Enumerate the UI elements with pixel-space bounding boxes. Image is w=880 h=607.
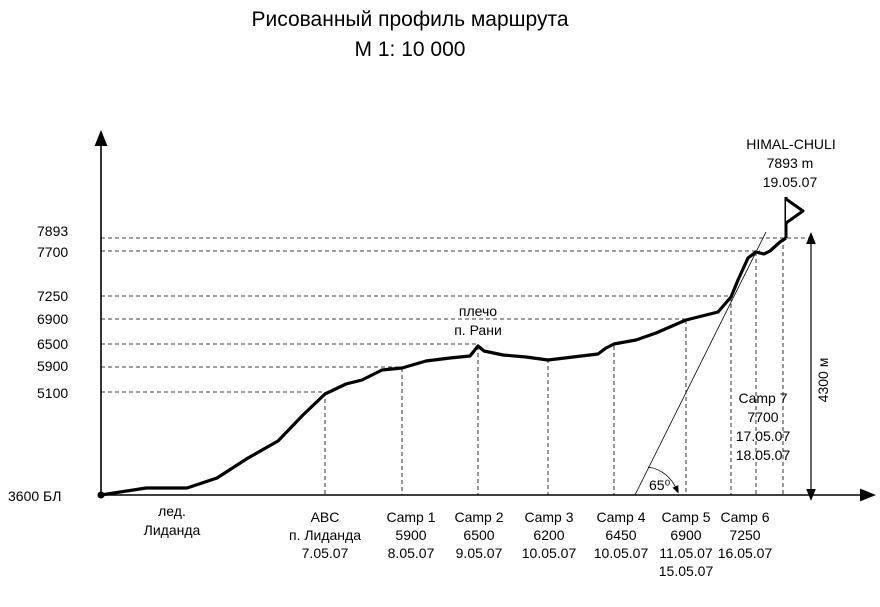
vertical-gain-label: 4300 м: [815, 358, 831, 403]
camp-3-line3: 10.05.07: [522, 545, 577, 561]
height-gridlines: [101, 237, 810, 393]
camp-1-line2: 5900: [395, 527, 426, 543]
camp-6-name: Camp 6: [720, 509, 769, 525]
camp-3-line2: 6200: [533, 527, 564, 543]
camp-3-name: Camp 3: [524, 509, 573, 525]
angle-arc: [647, 466, 679, 494]
camp7-date2: 18.05.07: [736, 447, 791, 463]
summit-label: HIMAL-CHULI 7893 m 19.05.07: [746, 136, 835, 190]
camp-label-4: Camp 4 6450 10.05.07: [594, 509, 649, 561]
y-tick-7893: 7893: [37, 223, 68, 239]
shoulder-label: плечо п. Рани: [454, 303, 502, 338]
y-tick-labels: 7893 7700 7250 6900 6500 5900 5100 3600 …: [8, 223, 68, 504]
diagram-scale: М 1: 10 000: [354, 38, 466, 61]
y-tick-7250: 7250: [37, 288, 68, 304]
camp-2-line3: 9.05.07: [456, 545, 503, 561]
summit-height: 7893 m: [767, 155, 814, 171]
camp7-height: 7700: [747, 409, 778, 425]
camp-gridlines: [324, 238, 784, 495]
glacier-line1: лед.: [158, 503, 186, 519]
camp7-date1: 17.05.07: [736, 428, 791, 444]
camp-5-name: Camp 5: [661, 509, 710, 525]
camp-5-line3: 11.05.07: [659, 545, 713, 561]
camp-label-3: Camp 3 6200 10.05.07: [522, 509, 577, 561]
camp-5-line4: 15.05.07: [659, 563, 714, 579]
camp7-label: Camp 7 7700 17.05.07 18.05.07: [736, 390, 791, 463]
route-profile-line: [100, 236, 787, 497]
camp-abc-line3: 7.05.07: [302, 545, 349, 561]
camp-labels: ABC п. Лиданда 7.05.07 Camp 1 5900 8.05.…: [289, 509, 772, 579]
camp-label-abc: ABC п. Лиданда 7.05.07: [289, 509, 361, 561]
y-axis-base-label: 3600 БЛ: [8, 488, 61, 504]
camp-abc-line2: п. Лиданда: [289, 527, 361, 543]
y-tick-6500: 6500: [37, 336, 68, 352]
y-tick-5100: 5100: [37, 385, 68, 401]
camp-2-name: Camp 2: [454, 509, 503, 525]
camp-4-line2: 6450: [605, 527, 636, 543]
flag-icon: [785, 197, 805, 225]
summit-name: HIMAL-CHULI: [746, 136, 835, 152]
y-tick-5900: 5900: [37, 358, 68, 374]
camp-label-2: Camp 2 6500 9.05.07: [454, 509, 503, 561]
summit-date: 19.05.07: [763, 174, 818, 190]
shoulder-line1: плечо: [459, 303, 497, 319]
y-tick-7700: 7700: [37, 244, 68, 260]
camp-4-line3: 10.05.07: [594, 545, 649, 561]
slope-line: [634, 231, 767, 496]
camp-4-name: Camp 4: [596, 509, 645, 525]
shoulder-line2: п. Рани: [454, 322, 502, 338]
camp-label-6: Camp 6 7250 16.05.07: [718, 509, 773, 561]
angle-label: 65⁰: [649, 477, 671, 493]
camp7-name: Camp 7: [738, 390, 787, 406]
camp-1-name: Camp 1: [386, 509, 435, 525]
camp-label-5: Camp 5 6900 11.05.07 15.05.07: [659, 509, 714, 579]
glacier-line2: Лиданда: [144, 522, 201, 538]
diagram-title: Рисованный профиль маршрута: [251, 8, 569, 31]
camp-2-line2: 6500: [463, 527, 494, 543]
camp-1-line3: 8.05.07: [388, 545, 435, 561]
camp-5-line2: 6900: [670, 527, 701, 543]
y-tick-6900: 6900: [37, 311, 68, 327]
glacier-label: лед. Лиданда: [144, 503, 201, 538]
camp-6-line2: 7250: [729, 527, 760, 543]
camp-label-1: Camp 1 5900 8.05.07: [386, 509, 435, 561]
camp-abc-name: ABC: [311, 509, 340, 525]
camp-6-line3: 16.05.07: [718, 545, 773, 561]
